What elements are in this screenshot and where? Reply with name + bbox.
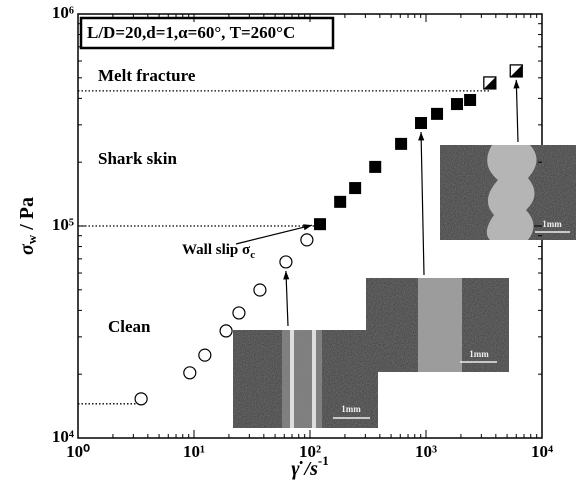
x-tick-label: 10⁴ [531,442,553,461]
x-tick-label: 10¹ [183,442,205,461]
data-point [301,234,313,246]
data-point [369,161,381,173]
inset-melt-fracture: 1mm [440,145,576,240]
chart: L/D=20,d=1,α=60°, T=260°C Melt fracture … [0,0,578,490]
x-tick-label: 10³ [415,442,437,461]
y-tick-label: 10⁶ [52,3,74,22]
data-point [451,98,463,110]
inset-scale: 1mm [341,404,361,414]
region-label: Clean [108,317,151,336]
region-label: Shark skin [98,149,177,168]
data-point [220,325,232,337]
data-point [431,108,443,120]
arrow [516,80,518,142]
x-tick-label: 10² [299,442,321,461]
data-point [464,94,476,106]
arrow [421,132,424,275]
region-label: Melt fracture [98,66,196,85]
inset-scale: 1mm [469,349,489,359]
arrow-head [303,224,312,230]
inset-clean: 1mm [233,330,378,428]
data-point [334,196,346,208]
data-point [484,77,496,89]
y-tick-label: 10⁵ [52,215,74,234]
data-point [199,349,211,361]
inset-shark-skin: 1mm [366,278,509,372]
data-point [254,284,266,296]
data-point [510,65,522,77]
y-tick-label: 10⁴ [52,427,74,446]
data-point [233,307,245,319]
condition: L/D=20,d=1,α=60°, T=260°C [87,23,295,42]
data-point [415,117,427,129]
data-point [280,256,292,268]
y-axis-label: σw / Pa [16,197,39,255]
data-point [135,393,147,405]
arrow-head [283,271,289,280]
inset-scale: 1mm [542,219,562,229]
data-point [184,367,196,379]
data-point [314,218,326,230]
y-label-suffix: / Pa [16,197,38,235]
wall-slip-label: Wall slip σc [182,242,255,260]
data-point [395,138,407,150]
arrow-head [418,132,424,141]
wall-slip-sub: c [250,249,255,261]
data-point [349,182,361,194]
wall-slip-text: Wall slip σ [182,242,251,258]
arrow-head [513,80,519,89]
